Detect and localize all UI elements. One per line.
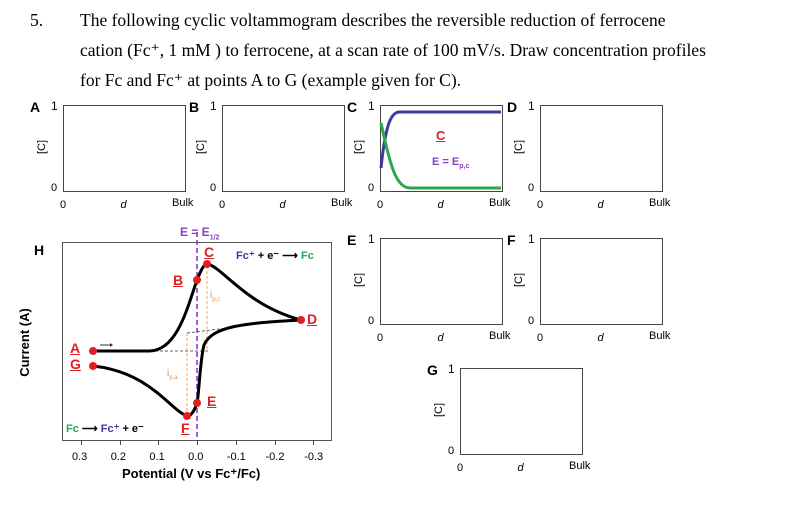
example-potential: E = Ep,c — [432, 156, 470, 171]
profile-plot-area[interactable] — [63, 105, 186, 192]
cv-point-label: C — [204, 244, 215, 260]
y-tick-top: 1 — [448, 362, 455, 376]
x-tick-bulk: Bulk — [569, 460, 591, 472]
ipa-label: ip,a — [167, 368, 178, 381]
y-tick-top: 1 — [51, 99, 58, 113]
x-axis-label-d: d — [517, 462, 524, 474]
panel-label: C — [347, 99, 358, 115]
panel-label: G — [427, 362, 438, 378]
cv-panel-label: H — [34, 242, 45, 258]
reduction-equation: Fc⁺ + e⁻ ⟶ Fc — [236, 250, 314, 262]
x-tick-mark — [119, 440, 121, 445]
question-line-2: cation (Fc⁺, 1 mM ) to ferrocene, at a s… — [80, 40, 706, 60]
oxidation-equation: Fc ⟶ Fc⁺ + e⁻ — [66, 423, 144, 435]
x-tick-origin: 0 — [60, 199, 67, 211]
example-point-label: C — [436, 128, 446, 143]
x-tick-mark — [313, 440, 315, 445]
x-axis-label-d: d — [437, 199, 444, 211]
question-line-1: The following cyclic voltammogram descri… — [80, 10, 666, 30]
question-number: 5. — [30, 10, 44, 30]
x-axis-label-d: d — [597, 332, 604, 344]
x-axis-label-d: d — [120, 199, 127, 211]
x-tick-origin: 0 — [537, 199, 544, 211]
x-tick-origin: 0 — [219, 199, 226, 211]
panel-label: E — [347, 232, 357, 248]
panel-label: F — [507, 232, 516, 248]
ipc-label: ip,c — [210, 290, 221, 303]
fc-profile — [379, 122, 501, 190]
x-tick-label: 0.3 — [72, 451, 88, 463]
question-line-3: for Fc and Fc⁺ at points A to G (example… — [80, 70, 462, 90]
cv-point-c — [203, 260, 211, 268]
y-tick-bottom: 0 — [368, 182, 375, 194]
x-tick-label: 0.1 — [149, 451, 165, 463]
x-axis-label-d: d — [597, 199, 604, 211]
e-half-label: E = E1/2 — [180, 225, 220, 242]
x-tick-label: 0.2 — [110, 451, 126, 463]
x-tick-bulk: Bulk — [331, 197, 353, 209]
y-tick-top: 1 — [528, 232, 535, 246]
y-tick-top: 1 — [210, 99, 217, 113]
y-tick-top: 1 — [368, 232, 375, 246]
cv-point-b — [193, 276, 201, 284]
y-tick-bottom: 0 — [368, 315, 375, 327]
panel-label: A — [30, 99, 41, 115]
x-tick-origin: 0 — [537, 332, 544, 344]
x-tick-label: -0.3 — [304, 451, 324, 463]
fc-plus-profile — [379, 110, 501, 169]
cv-point-a — [89, 347, 97, 355]
panel-label: B — [189, 99, 200, 115]
x-tick-mark — [81, 440, 82, 445]
cv-point-label: D — [307, 311, 318, 327]
cv-point-d — [297, 316, 305, 324]
profile-plot-area[interactable] — [460, 368, 583, 455]
cv-x-axis-label: Potential (V vs Fc⁺/Fc) — [122, 466, 261, 481]
profile-plot-area[interactable] — [540, 238, 663, 325]
profile-plot-area[interactable] — [222, 105, 345, 192]
x-tick-origin: 0 — [377, 332, 384, 344]
y-tick-bottom: 0 — [51, 182, 58, 194]
x-tick-mark — [274, 440, 276, 445]
x-tick-label: -0.2 — [265, 451, 285, 463]
y-tick-bottom: 0 — [210, 182, 217, 194]
cv-point-label: A — [70, 340, 81, 356]
panel-label: D — [507, 99, 518, 115]
y-tick-bottom: 0 — [528, 315, 535, 327]
cv-point-f — [183, 412, 191, 420]
x-axis-label-d: d — [279, 199, 286, 211]
profile-plot-area[interactable] — [540, 105, 663, 192]
cv-point-label: E — [207, 393, 217, 409]
cv-point-g — [89, 362, 97, 370]
profile-plot-area[interactable] — [380, 105, 503, 192]
x-tick-bulk: Bulk — [649, 197, 671, 209]
cv-point-label: B — [173, 272, 184, 288]
cv-point-label: F — [181, 420, 190, 436]
profile-plot-area[interactable] — [380, 238, 503, 325]
x-tick-mark — [158, 440, 160, 445]
x-tick-bulk: Bulk — [649, 330, 671, 342]
cv-point-e — [193, 399, 201, 407]
x-tick-mark — [197, 440, 199, 445]
y-tick-bottom: 0 — [528, 182, 535, 194]
x-tick-label: 0.0 — [188, 451, 204, 463]
y-tick-top: 1 — [528, 99, 535, 113]
forward-scan-curve — [93, 262, 302, 353]
x-tick-mark — [235, 440, 237, 445]
x-tick-bulk: Bulk — [172, 197, 194, 209]
y-tick-bottom: 0 — [448, 445, 455, 457]
x-tick-bulk: Bulk — [489, 330, 511, 342]
x-tick-bulk: Bulk — [489, 197, 511, 209]
x-axis-label-d: d — [437, 332, 444, 344]
y-tick-top: 1 — [368, 99, 375, 113]
x-tick-origin: 0 — [377, 199, 384, 211]
x-tick-origin: 0 — [457, 462, 464, 474]
cv-point-label: G — [70, 356, 81, 372]
x-tick-label: -0.1 — [226, 451, 246, 463]
